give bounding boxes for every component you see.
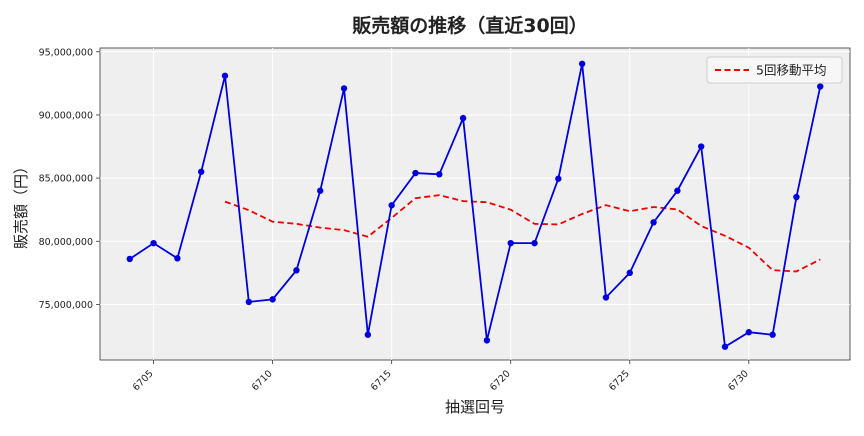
- legend: 5回移動平均: [706, 56, 843, 84]
- legend-box: [706, 56, 843, 84]
- x-tick-label: 6715: [369, 368, 394, 393]
- series-layer: [126, 60, 824, 350]
- data-point: [197, 168, 205, 175]
- data-point: [364, 331, 372, 338]
- y-tick-label: 80,000,000: [39, 237, 93, 248]
- data-point: [674, 187, 681, 194]
- y-tick-label: 85,000,000: [39, 174, 93, 185]
- data-point: [340, 85, 348, 92]
- y-tick-label: 75,000,000: [39, 300, 93, 311]
- y-axis-ticks: 75,000,000 80,000,000 85,000,000 90,000,000…: [39, 47, 100, 311]
- x-axis-ticks: 6705 6710 6715 6720 6725 6730: [131, 360, 751, 393]
- data-point: [769, 331, 776, 338]
- data-point: [578, 60, 586, 67]
- y-tick-label: 95,000,000: [39, 47, 93, 58]
- x-tick-label: 6725: [607, 368, 632, 393]
- data-point: [626, 269, 633, 277]
- data-point: [317, 187, 324, 194]
- x-tick-label: 6720: [488, 368, 513, 393]
- data-point: [745, 329, 753, 336]
- y-axis-label: 販売額（円）: [12, 159, 30, 249]
- data-point: [221, 72, 229, 79]
- x-tick-label: 6710: [250, 368, 275, 393]
- series-line-sales: [129, 63, 822, 349]
- data-point: [555, 175, 562, 182]
- chart-title: 販売額の推移（直近30回）: [352, 14, 587, 37]
- x-tick-label: 6730: [726, 368, 751, 393]
- plot-area: [99, 47, 851, 361]
- grid-lines: [100, 48, 850, 360]
- data-point: [245, 298, 253, 306]
- data-point: [602, 294, 610, 301]
- data-point: [650, 219, 657, 226]
- data-point: [483, 337, 491, 344]
- data-point: [269, 296, 276, 303]
- data-point: [459, 114, 467, 122]
- x-tick-label: 6705: [131, 368, 156, 393]
- data-point: [126, 255, 133, 263]
- data-point: [817, 83, 824, 90]
- x-axis-label: 抽選回号: [445, 398, 505, 416]
- data-point: [507, 239, 514, 247]
- data-point: [388, 202, 395, 209]
- data-point: [436, 171, 443, 178]
- data-point: [721, 343, 729, 350]
- legend-entry-moving-average: 5回移動平均: [756, 63, 826, 78]
- data-point: [412, 169, 419, 177]
- data-point: [174, 255, 181, 262]
- data-point: [293, 267, 300, 274]
- data-point: [531, 239, 538, 247]
- data-point: [793, 193, 800, 201]
- data-point: [697, 143, 705, 150]
- series-line-moving-average: [224, 194, 821, 273]
- y-tick-label: 90,000,000: [39, 110, 93, 121]
- data-point: [150, 239, 157, 247]
